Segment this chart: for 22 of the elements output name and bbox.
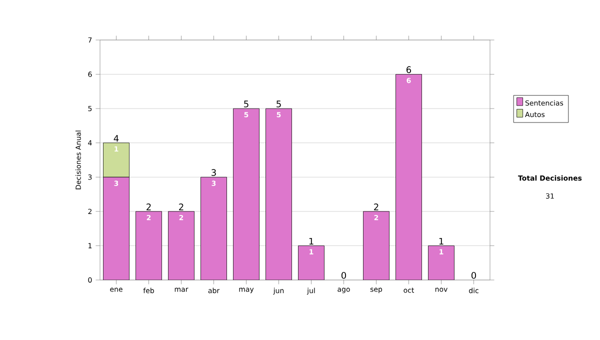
- total-label: 4: [114, 135, 119, 142]
- total-label: 2: [374, 204, 378, 210]
- bar: [233, 108, 260, 280]
- bar: [136, 211, 162, 280]
- bar: [266, 108, 292, 280]
- total-label: 0: [341, 272, 346, 279]
- bar: [168, 211, 194, 280]
- total-label: 5: [276, 100, 281, 108]
- bar: [396, 74, 422, 280]
- bar: [363, 211, 390, 280]
- total-label: 2: [146, 204, 151, 210]
- bar: [200, 177, 227, 280]
- total-label: 6: [406, 66, 412, 74]
- bar: [428, 246, 454, 280]
- total-label: 1: [439, 238, 444, 244]
- total-label: 3: [212, 169, 216, 176]
- total-label: 0: [471, 272, 476, 279]
- bar: [103, 177, 130, 280]
- total-label: 2: [179, 204, 184, 210]
- bar: [298, 246, 324, 280]
- total-label: 1: [309, 238, 314, 244]
- total-label: 5: [244, 100, 248, 108]
